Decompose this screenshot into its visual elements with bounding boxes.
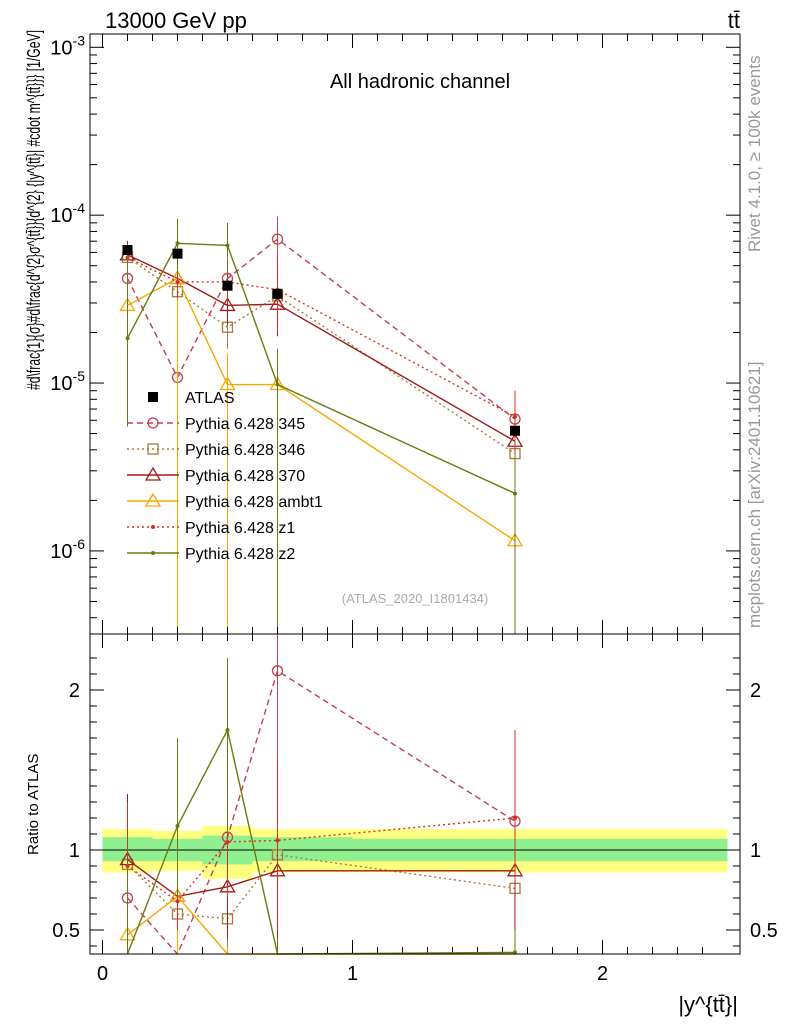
legend-entry-4: Pythia 6.428 z1 [127, 520, 295, 537]
legend-marker [144, 492, 162, 507]
legend-entry-2: Pythia 6.428 370 [127, 466, 305, 485]
atlas-data-point [172, 248, 183, 259]
legend-label: Pythia 6.428 346 [185, 442, 305, 459]
atlas-data-point [510, 425, 520, 436]
ratio-panel: 0.5 0.5 1 1 2 2 0 1 2 Ratio to ATLAS |y^{tt̄}| [25, 34, 778, 1017]
main-data-point [175, 279, 180, 284]
ratio-data-point [225, 728, 230, 732]
source-label: mcplots.cern.ch [arXiv:2401.10621] [745, 362, 764, 628]
main-data-point [513, 491, 517, 496]
ratio-data-point [271, 665, 284, 677]
ratio-series-line [127, 895, 515, 955]
main-series-3 [119, 262, 524, 634]
ratio-series-0 [121, 634, 521, 956]
main-data-point [175, 241, 180, 246]
main-series-5 [125, 218, 517, 634]
ratio-y-axis-label: Ratio to ATLAS [25, 754, 42, 855]
main-panel: All hadronic channel (ATLAS_2020_I180143… [24, 30, 741, 635]
process-label: tt̄ [728, 8, 740, 33]
legend-label: Pythia 6.428 z1 [185, 520, 295, 537]
ratio-series-2 [119, 794, 524, 954]
ratio-series-3 [119, 869, 515, 955]
energy-label: 13000 GeV pp [105, 8, 247, 33]
x-tick-label: 2 [597, 963, 608, 985]
main-y-axis-label: #d\frac{1}{σ}#d\frac{d^{2}σ^{tt̄}}{d^{2}… [24, 30, 44, 390]
ratio-data-point [513, 816, 517, 820]
legend-marker [151, 551, 155, 555]
legend-label: Pythia 6.428 z2 [185, 546, 295, 563]
x-tick-label: 1 [347, 963, 358, 985]
ratio-series-line [127, 817, 516, 903]
main-series-1 [121, 250, 521, 482]
legend-label: Pythia 6.428 345 [185, 416, 305, 433]
main-data-point [271, 233, 284, 245]
y-tick-label: 10-4 [50, 200, 85, 227]
analysis-watermark: (ATLAS_2020_I1801434) [342, 591, 488, 606]
legend-atlas-marker [148, 392, 158, 402]
legend-label: Pythia 6.428 ambt1 [185, 494, 323, 511]
ratio-frame [89, 633, 741, 955]
atlas-data [122, 245, 520, 436]
ratio-y-tick-label: 0.5 [52, 920, 80, 942]
y-tick-label: 10-6 [50, 536, 85, 563]
ratio-data-point [513, 950, 517, 955]
y-tick-label: 10-5 [50, 368, 85, 395]
legend-entry-0: Pythia 6.428 345 [127, 416, 305, 433]
ratio-series-4 [125, 730, 517, 930]
ratio-y-tick-label: 1 [69, 840, 80, 862]
legend-entry-3: Pythia 6.428 ambt1 [127, 492, 323, 511]
main-data-point [219, 376, 236, 391]
ratio-series-line [126, 669, 516, 956]
legend-marker [151, 525, 155, 529]
legend-entry-atlas: ATLAS [148, 390, 235, 407]
main-frame [89, 33, 741, 635]
ratio-series-5 [126, 658, 517, 955]
ratio-data-point [175, 899, 180, 904]
y-tick-label: 10-3 [50, 32, 85, 59]
main-data-point [275, 382, 280, 387]
legend-marker [147, 443, 159, 455]
main-data-point [219, 297, 236, 312]
legend-label: ATLAS [185, 390, 235, 407]
atlas-data-point [122, 245, 133, 256]
legend-marker [144, 466, 162, 481]
legend-marker [147, 417, 159, 429]
ratio-green-band [252, 837, 353, 862]
rivet-version-label: Rivet 4.1.0, ≥ 100k events [745, 56, 764, 252]
main-title: All hadronic channel [330, 71, 510, 93]
ratio-data-point [175, 824, 180, 828]
ratio-y-tick-label: 1 [750, 840, 761, 862]
x-axis-label: |y^{tt̄}| [678, 992, 738, 1017]
ratio-data-point [275, 838, 280, 843]
main-data-point [125, 336, 130, 341]
x-tick-label: 0 [97, 963, 108, 985]
ratio-y-tick-label: 2 [69, 680, 80, 702]
ratio-y-tick-label: 2 [750, 680, 761, 702]
legend-entry-1: Pythia 6.428 346 [127, 442, 305, 459]
ratio-y-tick-label: 0.5 [750, 920, 778, 942]
atlas-data-point [222, 280, 233, 291]
legend-entry-5: Pythia 6.428 z2 [127, 546, 295, 563]
atlas-data-point [272, 288, 283, 299]
legend-label: Pythia 6.428 370 [185, 468, 305, 485]
ratio-data-point [225, 840, 230, 844]
main-data-point [513, 414, 517, 419]
main-data-point [225, 243, 230, 248]
